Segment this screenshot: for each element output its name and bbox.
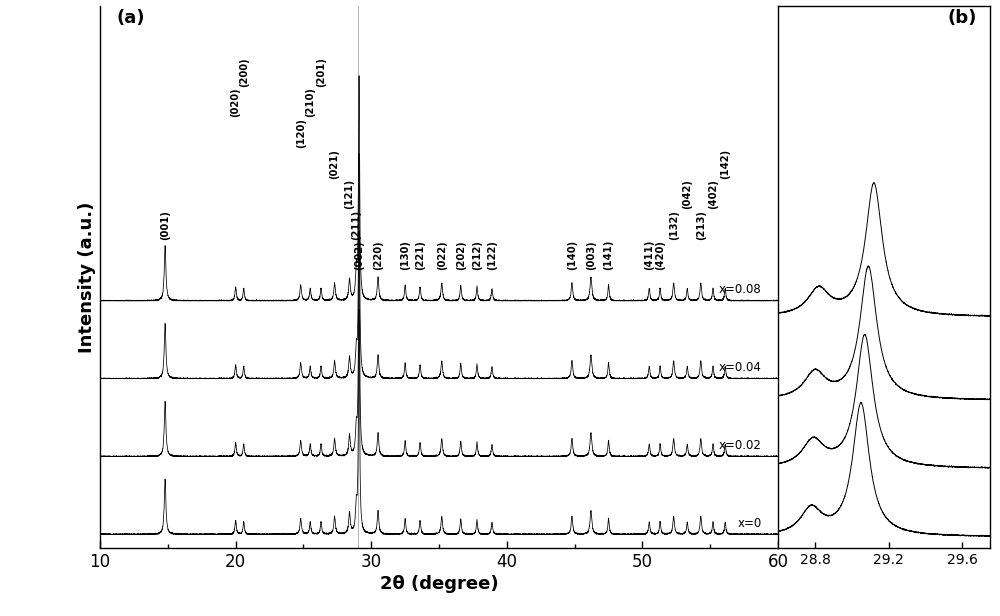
Text: (411): (411) <box>644 240 654 270</box>
Text: (213): (213) <box>696 210 706 240</box>
Text: (042): (042) <box>682 179 692 209</box>
Text: x=0: x=0 <box>738 517 762 530</box>
Text: (021): (021) <box>330 148 340 179</box>
Text: (210): (210) <box>305 87 315 118</box>
Text: x=0.02: x=0.02 <box>719 439 762 452</box>
Text: (003): (003) <box>586 241 596 270</box>
Text: (221): (221) <box>415 240 425 270</box>
Text: (220): (220) <box>373 241 383 270</box>
Text: (211): (211) <box>351 209 361 240</box>
Text: (020): (020) <box>231 87 241 118</box>
Text: (141): (141) <box>604 240 614 270</box>
X-axis label: 2θ (degree): 2θ (degree) <box>380 575 498 593</box>
Text: (402): (402) <box>708 179 718 209</box>
Text: (120): (120) <box>296 118 306 148</box>
Text: (200): (200) <box>239 57 249 87</box>
Text: x=0.08: x=0.08 <box>719 283 762 296</box>
Text: (420): (420) <box>655 240 665 270</box>
Text: (132): (132) <box>669 210 679 240</box>
Y-axis label: Intensity (a.u.): Intensity (a.u.) <box>78 201 96 353</box>
Text: (130): (130) <box>400 240 410 270</box>
Text: (201): (201) <box>316 57 326 87</box>
Text: (022): (022) <box>437 241 447 270</box>
Text: (a): (a) <box>117 9 145 27</box>
Text: (001): (001) <box>160 210 170 240</box>
Text: (212): (212) <box>472 240 482 270</box>
Text: (202): (202) <box>456 241 466 270</box>
Text: (140): (140) <box>567 240 577 270</box>
Text: (b): (b) <box>948 9 977 27</box>
Text: (002): (002) <box>354 241 364 270</box>
Text: x=0.04: x=0.04 <box>719 361 762 374</box>
Text: (121): (121) <box>345 179 355 209</box>
Text: (122): (122) <box>487 240 497 270</box>
Text: (142): (142) <box>720 148 730 179</box>
